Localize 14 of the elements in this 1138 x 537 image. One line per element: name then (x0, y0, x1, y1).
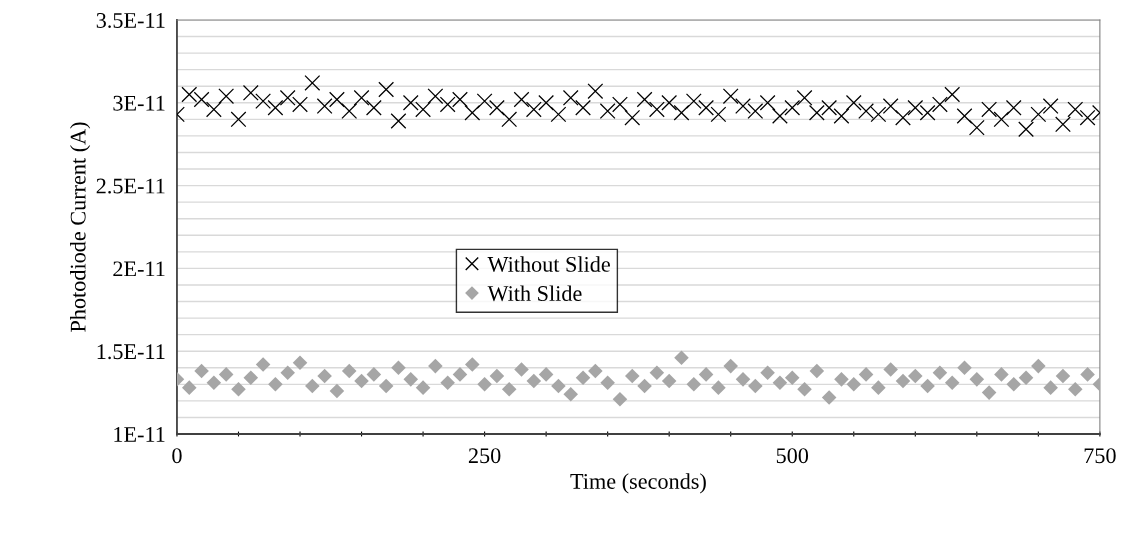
x-axis-title: Time (seconds) (570, 473, 706, 494)
x-tick-label: 0 (172, 448, 182, 464)
legend-label: With Slide (487, 285, 582, 302)
y-tick-label: 2.5E-11 (96, 178, 165, 194)
y-tick-label: 2E-11 (113, 261, 165, 277)
y-tick-label: 1E-11 (114, 427, 165, 442)
y-tick-label: 3.5E-11 (96, 12, 165, 28)
y-tick-label: 1.5E-11 (97, 344, 165, 360)
x-tick-label: 250 (468, 448, 501, 464)
x-tick-label: 750 (1084, 448, 1116, 464)
legend-label: Without Slide (487, 256, 610, 272)
x-tick-label: 500 (776, 448, 809, 464)
y-axis-title: Photodiode Current (A) (70, 122, 91, 332)
y-tick-label: 3E-11 (113, 95, 165, 111)
